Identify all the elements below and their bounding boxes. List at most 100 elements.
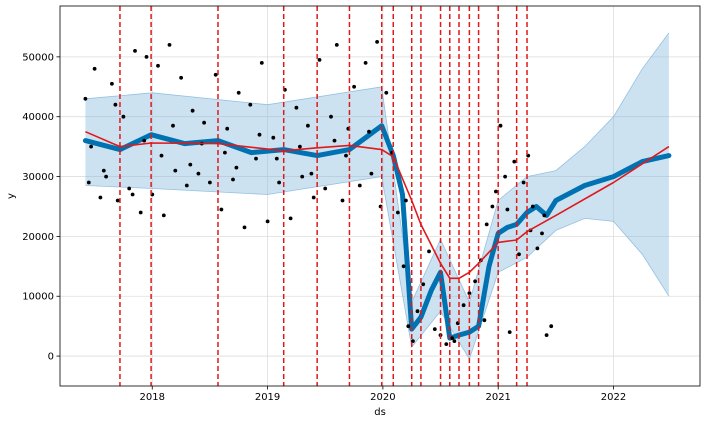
observed-point: [86, 180, 91, 185]
observed-point: [512, 159, 517, 164]
observed-point: [494, 189, 498, 194]
observed-point: [503, 174, 507, 179]
observed-point: [133, 49, 137, 53]
uncertainty-lower-line: [85, 176, 670, 361]
observed-point: [274, 156, 279, 161]
observed-point: [406, 324, 411, 329]
observed-point: [490, 204, 495, 209]
y-axis-ticks: 0 10000 20000 30000 40000 50000: [22, 52, 60, 363]
observed-point: [323, 186, 328, 191]
x-tick-label: 2020: [370, 392, 395, 403]
x-tick-label: 2018: [140, 392, 165, 403]
trend-line: [85, 130, 670, 280]
observed-point: [115, 198, 120, 203]
observed-point: [396, 210, 400, 215]
observed-point: [202, 120, 207, 125]
observed-point: [530, 204, 535, 209]
observed-point: [184, 183, 189, 188]
observed-point: [173, 168, 178, 173]
observed-point: [254, 156, 258, 161]
observed-point: [92, 66, 97, 71]
y-tick-label: 10000: [22, 292, 54, 303]
observed-point: [231, 177, 235, 182]
observed-point: [357, 183, 362, 188]
changepoints-layer: [119, 6, 528, 386]
observed-point: [219, 207, 224, 212]
observed-point: [317, 58, 322, 62]
observed-point: [144, 55, 149, 59]
observed-point: [156, 63, 160, 68]
observed-point: [521, 180, 526, 185]
y-tick-label: 20000: [22, 232, 54, 243]
observed-point: [104, 174, 108, 179]
observed-point: [363, 61, 368, 65]
observed-point: [188, 162, 193, 167]
observed-point: [461, 303, 466, 308]
observed-point: [142, 138, 147, 143]
observed-point: [288, 216, 293, 221]
observed-point: [542, 213, 547, 218]
y-axis-label: y: [6, 193, 17, 199]
observed-point: [467, 291, 472, 296]
observed-point: [89, 144, 93, 149]
observed-point: [415, 309, 420, 314]
observed-point: [450, 336, 454, 340]
x-tick-label: 2022: [601, 392, 626, 403]
observed-point: [130, 192, 135, 197]
observed-point: [138, 210, 143, 215]
x-tick-label: 2021: [485, 392, 510, 403]
y-tick-label: 50000: [22, 52, 54, 63]
observed-point: [444, 342, 449, 346]
observed-point: [401, 264, 406, 269]
observed-point: [352, 84, 356, 89]
observed-point: [113, 102, 118, 107]
observed-point: [517, 252, 521, 257]
observed-point: [311, 195, 316, 200]
trend-layer: [85, 130, 670, 280]
observed-point: [309, 171, 314, 176]
observed-point: [127, 186, 132, 191]
observed-point: [223, 150, 227, 155]
x-axis-label: ds: [374, 407, 386, 418]
observed-point: [208, 180, 212, 185]
y-tick-label: 30000: [22, 172, 54, 183]
observed-point: [505, 207, 510, 212]
observed-point: [329, 114, 333, 119]
observed-point: [452, 339, 457, 343]
observed-point: [300, 174, 305, 179]
observed-point: [484, 222, 489, 227]
uncertainty-upper-line: [85, 32, 670, 304]
observed-point: [369, 171, 374, 176]
observed-point: [421, 282, 426, 287]
observed-point: [549, 324, 554, 329]
observed-point: [83, 96, 88, 101]
observed-point: [427, 249, 431, 254]
observed-point: [236, 90, 241, 95]
observed-point: [544, 333, 549, 337]
observed-point: [98, 195, 103, 200]
observed-point: [375, 40, 379, 44]
observed-point: [507, 330, 512, 334]
observed-point: [540, 231, 544, 236]
observed-point: [121, 114, 126, 119]
x-tick-label: 2019: [255, 392, 280, 403]
observed-point: [171, 123, 175, 128]
observed-point: [242, 225, 247, 230]
y-tick-label: 0: [48, 352, 54, 363]
observed-point: [161, 213, 166, 218]
observed-point: [432, 327, 437, 331]
plot-frame: [59, 5, 701, 387]
observed-point: [340, 198, 345, 203]
observed-point: [101, 168, 106, 173]
observed-point: [298, 144, 302, 149]
observed-point: [271, 135, 276, 140]
observed-point: [234, 165, 239, 170]
observed-point: [384, 90, 389, 95]
observed-point: [110, 81, 114, 86]
uncertainty-band: [85, 32, 669, 360]
y-tick-label: 40000: [22, 112, 54, 123]
observed-point: [277, 180, 281, 185]
observed-point: [248, 102, 253, 107]
